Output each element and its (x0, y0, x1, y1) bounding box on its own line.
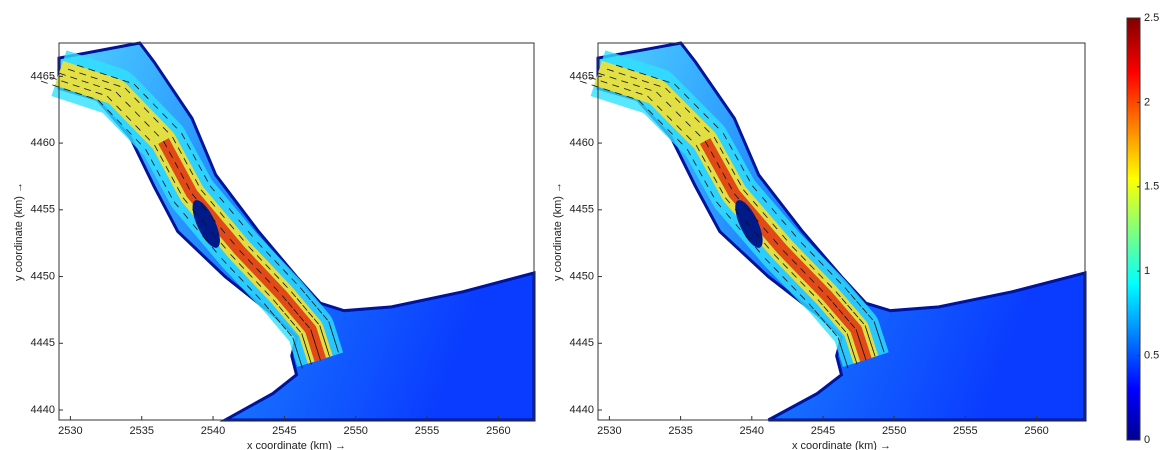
x-tick-label: 2540 (201, 425, 225, 437)
colorbar-tick-label: 0.5 (1144, 350, 1159, 362)
y-tick-label: 4460 (31, 137, 55, 149)
x-tick-label: 2535 (129, 425, 153, 437)
y-tick-label: 4465 (31, 70, 55, 82)
y-tick-label: 4460 (570, 137, 594, 149)
x-tick-label: 2530 (58, 425, 82, 437)
y-tick-label: 4445 (31, 337, 55, 349)
colorbar-tick-label: 2 (1144, 96, 1150, 108)
y-axis-label: y coordinate (km) → (552, 182, 564, 281)
y-tick-label: 4445 (570, 337, 594, 349)
x-tick-label: 2550 (343, 425, 367, 437)
x-tick-label: 2550 (882, 425, 906, 437)
y-tick-label: 4440 (31, 404, 55, 416)
x-tick-label: 2545 (811, 425, 835, 437)
x-axis-label: x coordinate (km) → (247, 440, 346, 450)
y-axis-label: y coordinate (km) → (13, 182, 25, 281)
x-tick-label: 2540 (740, 425, 764, 437)
x-axis-label: x coordinate (km) → (792, 440, 891, 450)
colorbar-tick-label: 0 (1144, 434, 1150, 446)
x-tick-label: 2555 (415, 425, 439, 437)
y-tick-label: 4440 (570, 404, 594, 416)
flow-field (580, 43, 1085, 420)
colorbar-tick-label: 1 (1144, 265, 1150, 277)
y-tick-label: 4465 (570, 70, 594, 82)
figure: 2530 2535 2540 2545 2550 2555 2560 4440 4445 4450… (0, 0, 1167, 450)
y-tick-label: 4455 (570, 204, 594, 216)
y-tick-label: 4455 (31, 204, 55, 216)
colorbar-tick-label: 1.5 (1144, 181, 1159, 193)
x-tick-label: 2555 (953, 425, 977, 437)
y-tick-label: 4450 (31, 270, 55, 282)
x-tick-label: 2530 (597, 425, 621, 437)
flow-field (41, 43, 534, 420)
x-tick-label: 2535 (668, 425, 692, 437)
colorbar-tick-label: 2.5 (1144, 12, 1159, 24)
x-tick-label: 2560 (1024, 425, 1048, 437)
colorbar (1127, 18, 1140, 440)
x-tick-label: 2545 (272, 425, 296, 437)
y-tick-label: 4450 (570, 270, 594, 282)
x-tick-label: 2560 (486, 425, 510, 437)
